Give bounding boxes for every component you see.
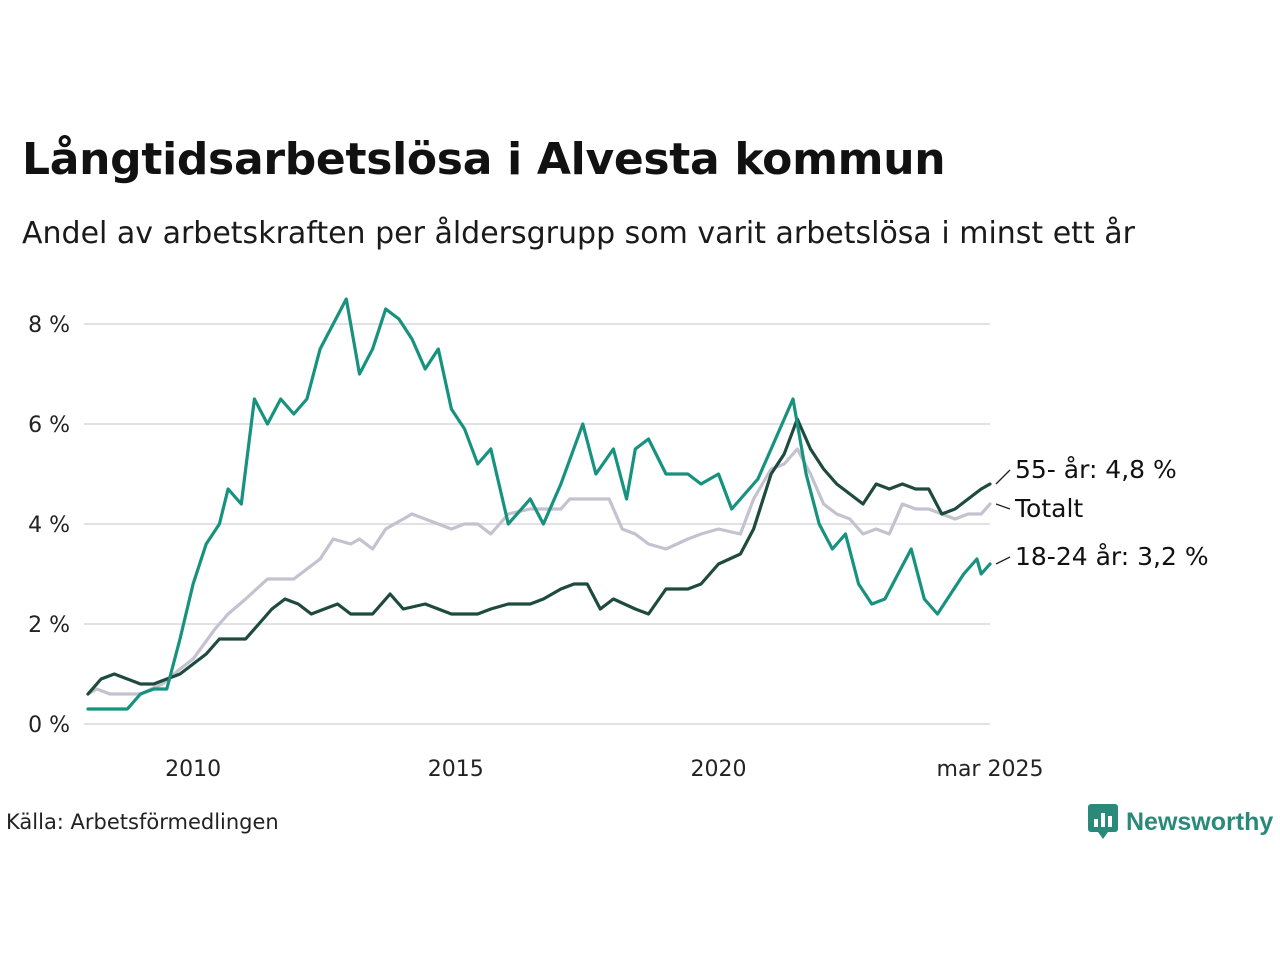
source-note: Källa: Arbetsförmedlingen: [6, 810, 279, 834]
y-tick-label-3: 6 %: [28, 413, 70, 438]
y-tick-label-2: 4 %: [28, 513, 70, 538]
series-end-labels: 55- år: 4,8 % Totalt 18-24 år: 3,2 %: [995, 455, 1209, 571]
y-tick-label-4: 8 %: [28, 313, 70, 338]
x-axis-labels: 2010 2015 2020 mar 2025: [165, 757, 1043, 782]
grid-lines: [84, 323, 990, 725]
logo-text: Newsworthy: [1126, 807, 1274, 836]
series-end-label-0: Totalt: [1014, 494, 1083, 523]
series-lines: [86, 297, 992, 711]
series-line-1: [86, 417, 992, 696]
y-tick-label-1: 2 %: [28, 613, 70, 638]
label-leader-1: [995, 469, 1011, 485]
series-line-0: [86, 447, 992, 696]
x-tick-label-3: mar 2025: [937, 757, 1044, 782]
chart-subtitle: Andel av arbetskraften per åldersgrupp s…: [22, 216, 1135, 251]
y-axis-labels: 0 % 2 % 4 % 6 % 8 %: [28, 313, 70, 738]
x-tick-label-1: 2015: [428, 757, 484, 782]
label-leader-0: [995, 503, 1011, 510]
series-end-label-1: 55- år: 4,8 %: [1015, 455, 1177, 484]
label-leader-2: [995, 556, 1011, 565]
series-end-label-2: 18-24 år: 3,2 %: [1015, 542, 1209, 571]
series-line-2: [86, 297, 992, 711]
x-tick-label-0: 2010: [165, 757, 221, 782]
newsworthy-chart-bubble-icon: [1088, 804, 1118, 839]
newsworthy-logo: Newsworthy: [1088, 804, 1273, 840]
x-tick-label-2: 2020: [691, 757, 747, 782]
chart-title: Långtidsarbetslösa i Alvesta kommun: [22, 134, 946, 185]
y-tick-label-0: 0 %: [28, 713, 70, 738]
